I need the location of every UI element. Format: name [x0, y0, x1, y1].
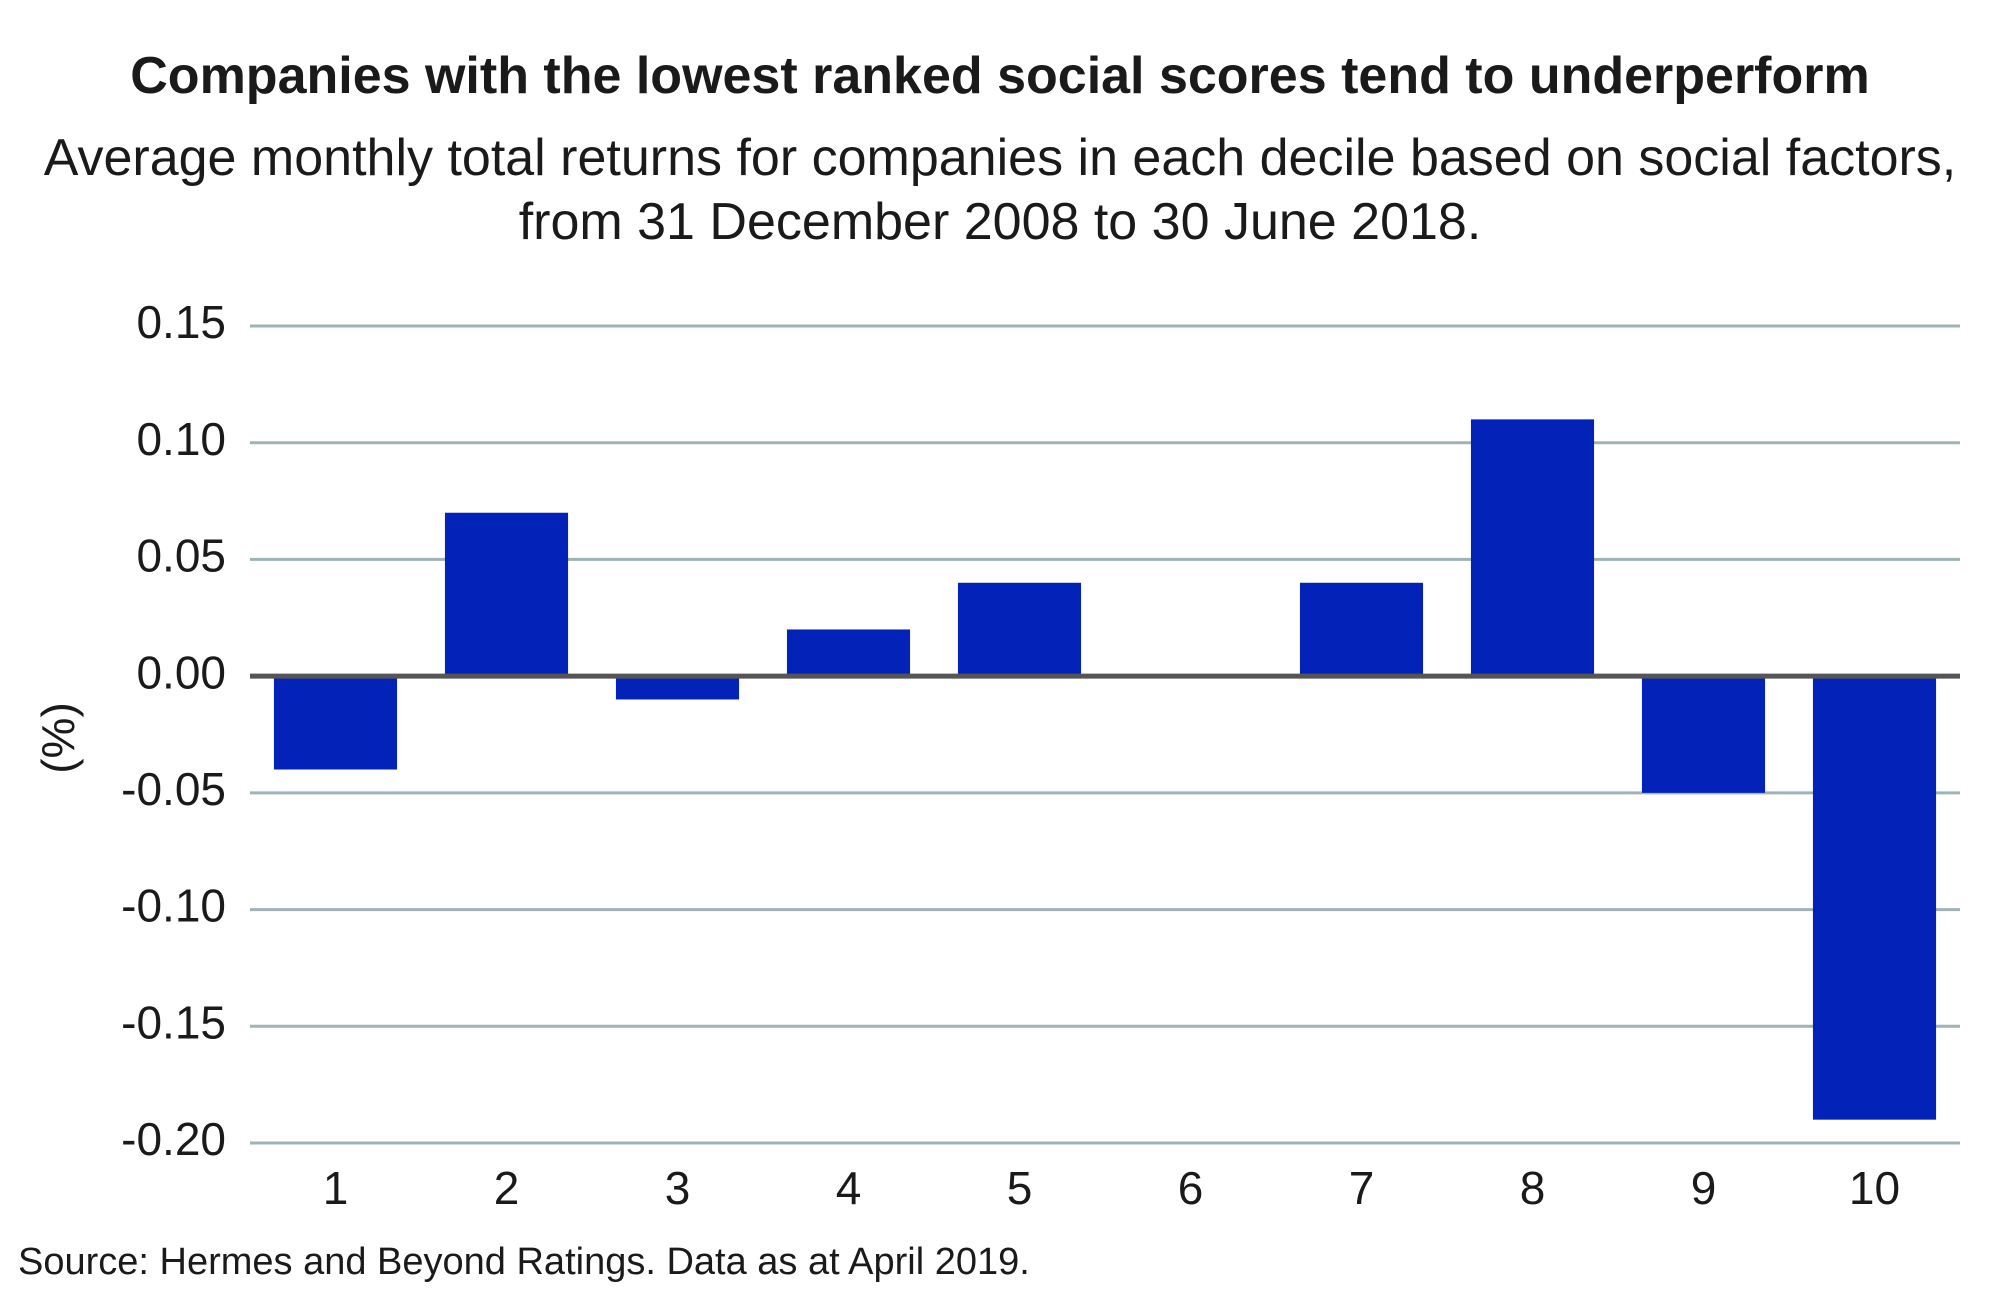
y-tick-label: 0.00: [136, 646, 226, 698]
x-tick-label: 3: [665, 1162, 691, 1214]
x-tick-label: 7: [1349, 1162, 1375, 1214]
bar-decile-5: [957, 582, 1082, 677]
bar-decile-10: [1812, 676, 1937, 1120]
y-tick-label: -0.05: [121, 763, 226, 815]
y-tick-label: 0.10: [136, 413, 226, 465]
bar-decile-9: [1641, 676, 1766, 793]
y-tick-label: 0.05: [136, 530, 226, 582]
x-tick-label: 1: [323, 1162, 349, 1214]
x-axis-ticks: 1 2 3 4 5 6 7 8 9 10: [323, 1162, 1900, 1214]
bar-decile-8: [1470, 419, 1595, 677]
x-tick-label: 5: [1007, 1162, 1033, 1214]
y-axis-label: (%): [32, 702, 84, 774]
bar-decile-1: [273, 676, 398, 770]
bar-decile-3: [615, 676, 740, 700]
y-tick-label: 0.15: [136, 296, 226, 348]
x-tick-label: 2: [494, 1162, 520, 1214]
x-tick-label: 8: [1520, 1162, 1546, 1214]
bars: [273, 419, 1937, 1120]
bar-decile-7: [1299, 582, 1424, 677]
y-axis-ticks: 0.15 0.10 0.05 0.00 -0.05 -0.10 -0.15 -0.20: [121, 296, 226, 1165]
bar-decile-4: [786, 629, 911, 677]
bar-decile-2: [444, 512, 569, 677]
y-tick-label: -0.15: [121, 996, 226, 1048]
y-tick-label: -0.20: [121, 1113, 226, 1165]
x-tick-label: 10: [1849, 1162, 1900, 1214]
x-tick-label: 9: [1691, 1162, 1717, 1214]
x-tick-label: 4: [836, 1162, 862, 1214]
chart-subtitle: Average monthly total returns for compan…: [43, 129, 1957, 251]
chart-title: Companies with the lowest ranked social …: [130, 47, 1870, 105]
source-note: Source: Hermes and Beyond Ratings. Data …: [18, 1241, 1030, 1283]
x-tick-label: 6: [1178, 1162, 1204, 1214]
y-tick-label: -0.10: [121, 880, 226, 932]
